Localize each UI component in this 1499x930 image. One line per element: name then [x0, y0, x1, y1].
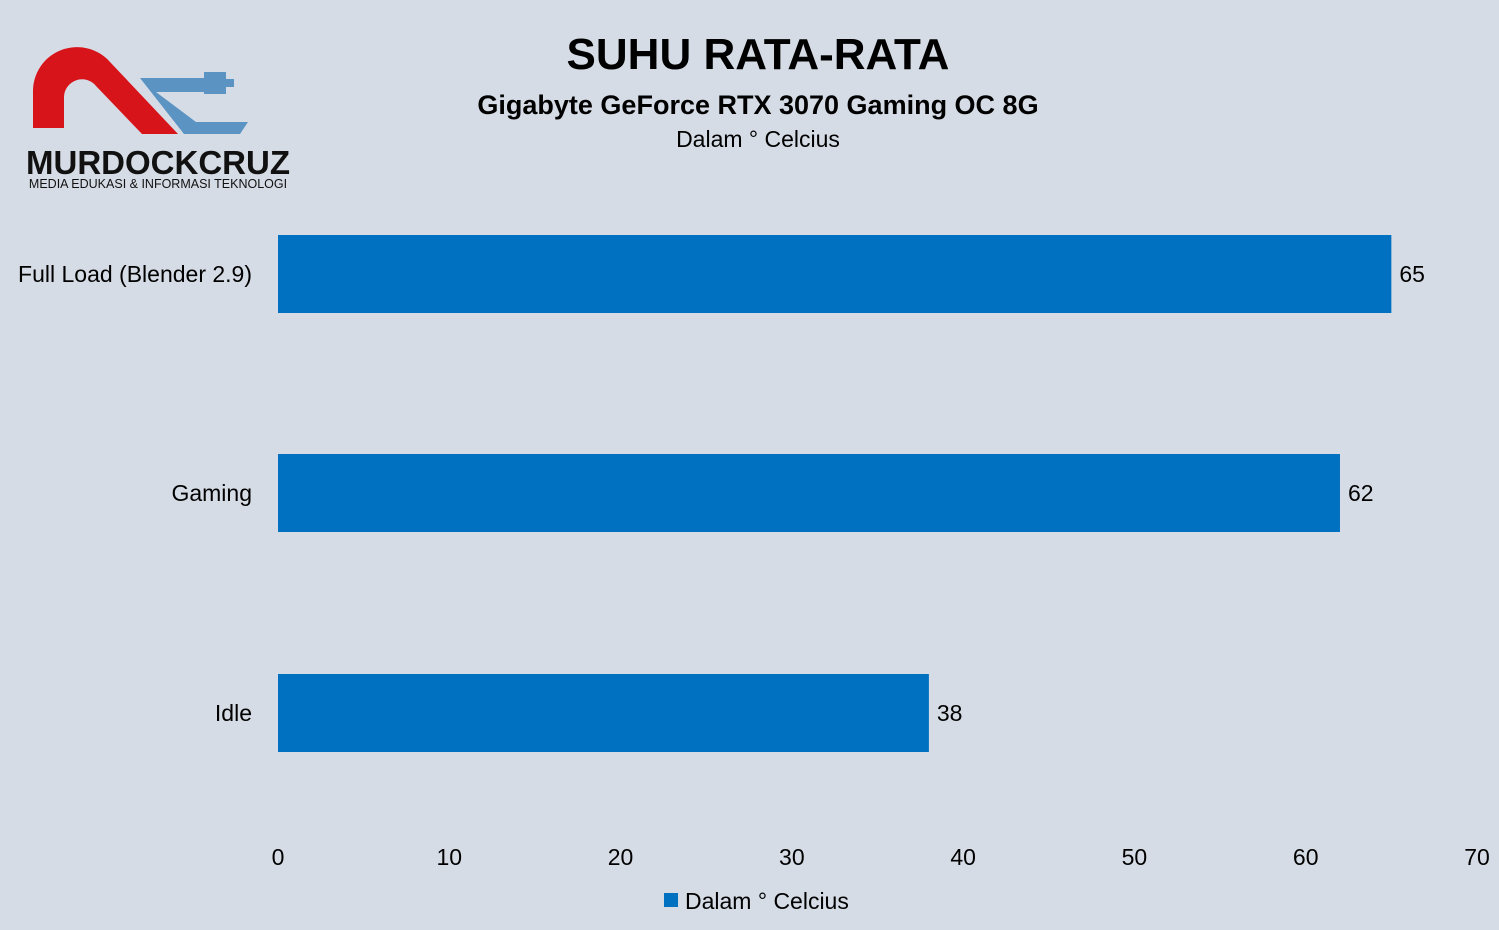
data-label: 62: [1348, 480, 1374, 506]
x-tick-label: 50: [1122, 844, 1148, 870]
x-tick-label: 70: [1464, 844, 1490, 870]
bar: [278, 454, 1340, 532]
x-tick-label: 60: [1293, 844, 1319, 870]
x-axis: 0 10 20 30 40 50 60 70: [272, 844, 1490, 870]
x-tick-label: 0: [272, 844, 285, 870]
category-label: Idle: [215, 700, 252, 726]
murdockcruz-logo: MURDOCKCRUZ MEDIA EDUKASI & INFORMASI TE…: [26, 47, 290, 191]
category-label: Gaming: [171, 480, 252, 506]
data-label: 65: [1399, 261, 1425, 287]
x-tick-label: 30: [779, 844, 805, 870]
logo-name: MURDOCKCRUZ: [26, 144, 290, 181]
murdockcruz-logo-icon: [32, 47, 248, 134]
data-label: 38: [937, 700, 963, 726]
bar: [278, 235, 1392, 313]
x-tick-label: 10: [436, 844, 462, 870]
chart-title: SUHU RATA-RATA: [567, 30, 950, 79]
x-tick-label: 40: [950, 844, 976, 870]
chart-subtitle: Gigabyte GeForce RTX 3070 Gaming OC 8G: [477, 90, 1038, 120]
x-tick-label: 20: [608, 844, 634, 870]
chart-unit-label: Dalam ° Celcius: [676, 126, 840, 152]
bar: [278, 674, 929, 752]
legend-label: Dalam ° Celcius: [685, 888, 849, 914]
plot-area: Full Load (Blender 2.9) 65 Gaming 62 Idle 38: [18, 235, 1425, 752]
category-label: Full Load (Blender 2.9): [18, 261, 252, 287]
logo-tagline: MEDIA EDUKASI & INFORMASI TEKNOLOGI: [29, 177, 287, 191]
legend-swatch: [664, 893, 678, 907]
legend: Dalam ° Celcius: [664, 888, 849, 914]
